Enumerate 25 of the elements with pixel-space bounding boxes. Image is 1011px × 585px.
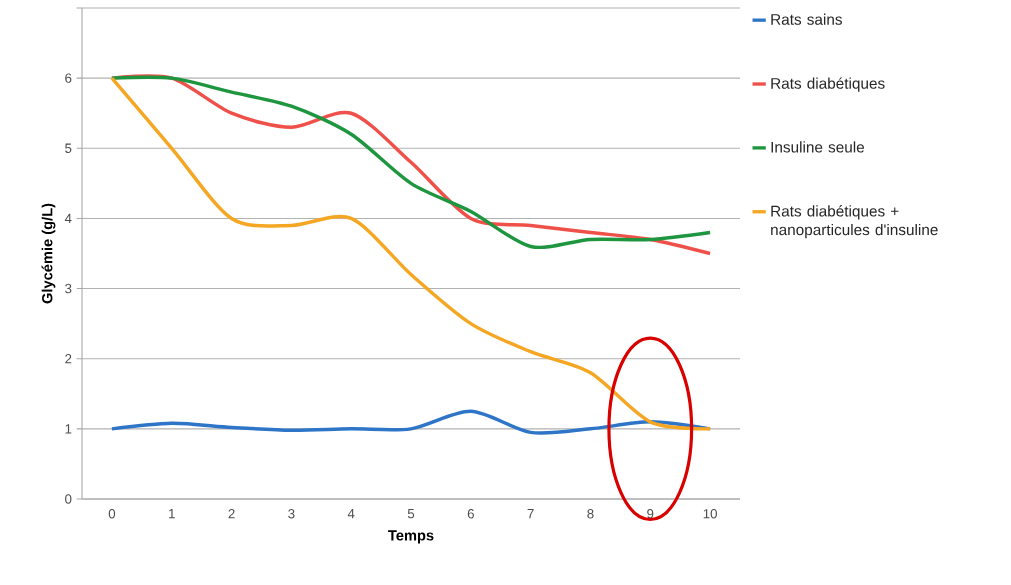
x-tick-label: 8 (587, 509, 594, 519)
legend-label: Rats sains (771, 13, 842, 25)
x-tick-label: 4 (347, 509, 355, 519)
y-tick-label: 4 (64, 213, 72, 224)
legend-label: Rats diabétiques (771, 77, 885, 92)
x-tick-label: 9 (647, 509, 654, 519)
x-tick-label: 3 (288, 509, 295, 519)
y-tick-label: 3 (65, 283, 72, 294)
x-tick-label: 0 (108, 509, 116, 519)
x-tick-label: 1 (169, 509, 175, 519)
x-tick-label: 6 (467, 509, 474, 519)
x-tick-label: 7 (527, 509, 534, 519)
y-tick-label: 1 (65, 424, 72, 434)
y-tick-label: 5 (65, 143, 72, 153)
y-tick-label: 0 (65, 494, 72, 504)
y-axis-title: Glycémie (g/L) (41, 203, 56, 304)
x-tick-label: 2 (228, 509, 235, 519)
legend-label: Insuline seule (771, 141, 865, 153)
x-axis-title: Temps (388, 530, 434, 544)
line-series (110, 76, 712, 431)
y-tick-label: 6 (65, 73, 72, 83)
legend-label: Rats diabétiques + nanoparticules d'insuline (771, 205, 938, 239)
x-tick-label: 5 (407, 509, 415, 519)
x-tick-label: 10 (703, 509, 717, 519)
y-tick-label: 2 (65, 354, 72, 364)
